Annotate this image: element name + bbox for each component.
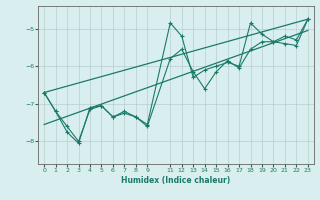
X-axis label: Humidex (Indice chaleur): Humidex (Indice chaleur) [121,176,231,185]
